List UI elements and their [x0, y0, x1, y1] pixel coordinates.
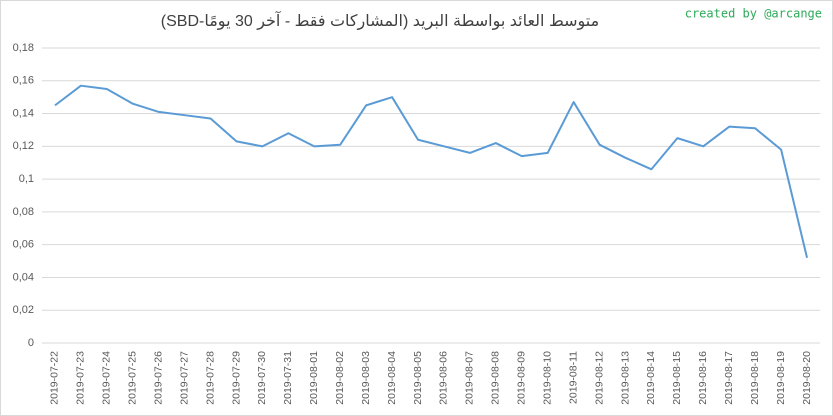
x-tick-label: 2019-08-07	[464, 351, 476, 405]
x-tick-label: 2019-08-01	[308, 351, 320, 405]
x-tick-label: 2019-08-13	[619, 351, 631, 405]
y-tick-label: 0,18	[13, 42, 34, 54]
y-tick-label: 0,08	[13, 206, 34, 218]
x-tick-label: 2019-08-18	[749, 351, 761, 405]
y-tick-label: 0,04	[13, 271, 34, 283]
x-tick-label: 2019-07-24	[101, 351, 113, 405]
x-tick-label: 2019-08-03	[360, 351, 372, 405]
x-tick-label: 2019-08-12	[593, 351, 605, 405]
x-tick-label: 2019-07-27	[178, 351, 190, 405]
x-tick-label: 2019-07-25	[127, 351, 139, 405]
x-tick-label: 2019-08-09	[516, 351, 528, 405]
y-tick-label: 0	[28, 337, 34, 349]
y-tick-label: 0,12	[13, 140, 34, 152]
x-tick-label: 2019-07-30	[256, 351, 268, 405]
y-tick-label: 0,14	[13, 107, 34, 119]
y-tick-label: 0,02	[13, 304, 34, 316]
y-tick-label: 0,16	[13, 75, 34, 87]
x-tick-label: 2019-08-11	[567, 351, 579, 404]
x-tick-label: 2019-08-19	[775, 351, 787, 405]
x-tick-label: 2019-08-06	[438, 351, 450, 405]
x-tick-label: 2019-07-23	[75, 351, 87, 405]
y-tick-label: 0,1	[19, 173, 34, 185]
x-tick-label: 2019-08-04	[386, 351, 398, 405]
watermark: created by @arcange	[685, 7, 822, 21]
x-tick-label: 2019-08-05	[412, 351, 424, 405]
x-tick-label: 2019-07-31	[282, 351, 294, 405]
data-line	[54, 84, 809, 259]
y-tick-label: 0,06	[13, 239, 34, 251]
x-tick-label: 2019-08-16	[697, 351, 709, 405]
x-tick-label: 2019-08-14	[645, 351, 657, 405]
x-tick-label: 2019-07-29	[230, 351, 242, 405]
chart-title: متوسط العائد بواسطة البريد (المشاركات فق…	[161, 11, 599, 31]
x-tick-label: 2019-08-17	[723, 351, 735, 405]
x-tick-label: 2019-08-10	[541, 351, 553, 405]
x-tick-label: 2019-07-22	[49, 351, 61, 405]
x-tick-label: 2019-08-20	[801, 351, 813, 405]
x-tick-label: 2019-08-15	[671, 351, 683, 405]
x-tick-label: 2019-07-26	[152, 351, 164, 405]
x-tick-label: 2019-07-28	[204, 351, 216, 405]
x-tick-label: 2019-08-08	[490, 351, 502, 405]
x-tick-label: 2019-08-02	[334, 351, 346, 405]
